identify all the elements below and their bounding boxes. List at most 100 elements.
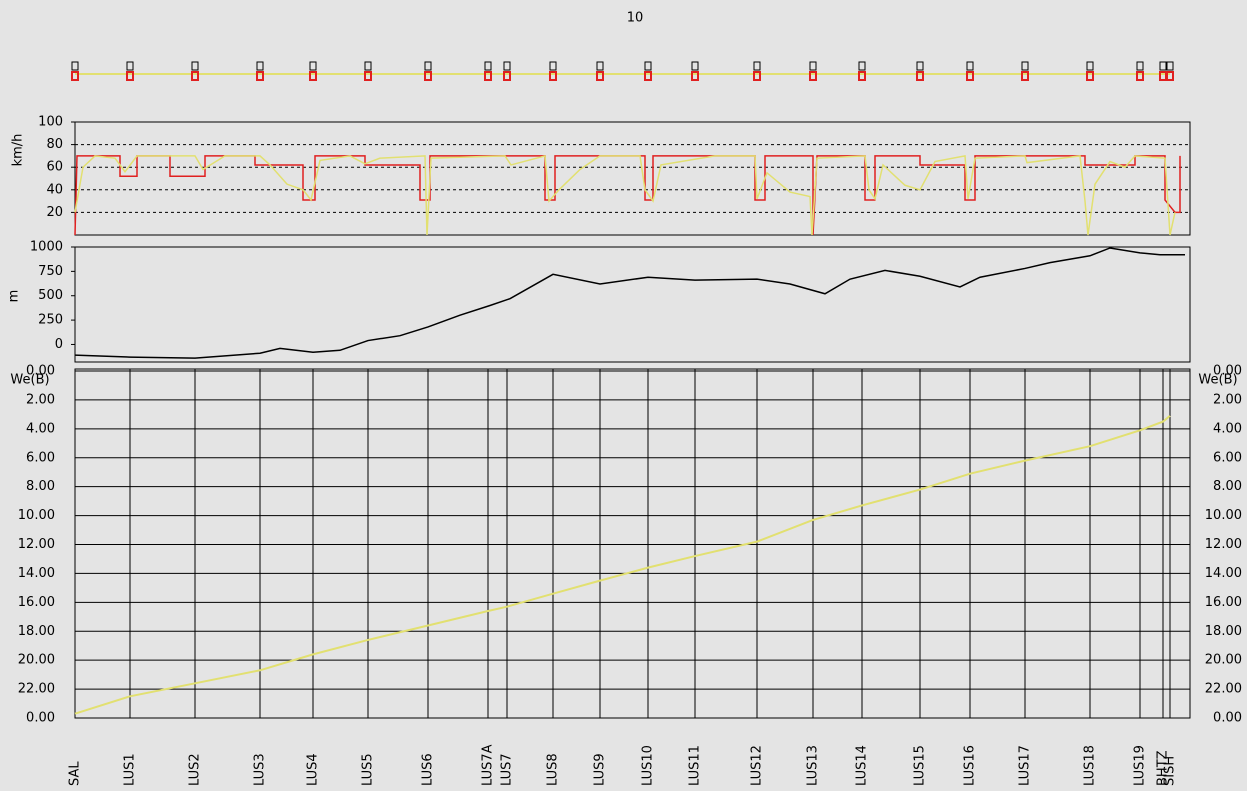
signal-box xyxy=(126,61,134,71)
signal-mark xyxy=(916,71,924,81)
y-tick-label: 0 xyxy=(55,337,63,352)
signal-mark xyxy=(596,71,604,81)
y-tick-label: 40 xyxy=(46,182,63,197)
signal-box xyxy=(644,61,652,71)
time-axis-label: We(B) xyxy=(10,373,49,388)
data-line xyxy=(74,154,1176,236)
train-path xyxy=(74,415,1171,715)
signal-mark xyxy=(691,71,699,81)
station-label: LUS15 xyxy=(913,745,928,786)
plot-frame xyxy=(74,121,1191,236)
signal-mark xyxy=(309,71,317,81)
y-tick-label: 8.00 xyxy=(26,479,55,494)
station-label: LUS14 xyxy=(855,745,870,786)
station-label: LUS10 xyxy=(641,745,656,786)
y-tick-label-right: 4.00 xyxy=(1213,421,1242,436)
station-label: LUS7A xyxy=(481,744,496,786)
y-tick-label: 10.00 xyxy=(18,508,55,523)
y-tick-label: 100 xyxy=(38,115,63,130)
signal-mark xyxy=(484,71,492,81)
y-tick-label-right: 12.00 xyxy=(1205,537,1242,552)
signal-box xyxy=(424,61,432,71)
signal-mark xyxy=(753,71,761,81)
signal-mark xyxy=(809,71,817,81)
y-tick-label-right: 6.00 xyxy=(1213,450,1242,465)
station-label: LUS11 xyxy=(688,745,703,786)
y-tick-label: 18.00 xyxy=(18,624,55,639)
signal-mark xyxy=(424,71,432,81)
y-tick-label: 500 xyxy=(38,288,63,303)
y-tick-label: 4.00 xyxy=(26,421,55,436)
y-tick-label: 20.00 xyxy=(18,653,55,668)
signal-mark xyxy=(1166,71,1174,81)
signal-mark xyxy=(1021,71,1029,81)
y-tick-label-right: 18.00 xyxy=(1205,624,1242,639)
y-tick-label: 14.00 xyxy=(18,566,55,581)
signal-box xyxy=(691,61,699,71)
station-label: BHTZ xyxy=(1156,750,1171,786)
data-line xyxy=(74,155,1181,236)
station-label: LUS4 xyxy=(306,753,321,786)
signal-mark xyxy=(71,71,79,81)
y-tick-label: 0.00 xyxy=(26,711,55,726)
station-label: LUS1 xyxy=(123,753,138,786)
station-label: SAL xyxy=(68,761,83,786)
signal-mark xyxy=(858,71,866,81)
signal-box xyxy=(596,61,604,71)
y-tick-label: 1000 xyxy=(30,240,63,255)
y-tick-label-right: 22.00 xyxy=(1205,682,1242,697)
station-label: LUS6 xyxy=(421,753,436,786)
y-tick-label: 60 xyxy=(46,160,63,175)
signal-mark xyxy=(364,71,372,81)
y-tick-label-right: 0.00 xyxy=(1213,364,1242,379)
signal-mark xyxy=(191,71,199,81)
elevation-axis-label: m xyxy=(7,290,22,303)
station-label: LUS7 xyxy=(500,753,515,786)
station-label: LUS9 xyxy=(593,753,608,786)
signal-mark xyxy=(503,71,511,81)
y-tick-label: 2.00 xyxy=(26,392,55,407)
signal-box xyxy=(256,61,264,71)
station-label: LUS3 xyxy=(253,753,268,786)
y-tick-label-right: 0.00 xyxy=(1213,711,1242,726)
signal-box xyxy=(1086,61,1094,71)
y-tick-label-right: 2.00 xyxy=(1213,392,1242,407)
y-tick-label: 12.00 xyxy=(18,537,55,552)
signal-mark xyxy=(126,71,134,81)
plot-frame xyxy=(74,246,1191,363)
station-label: LUS16 xyxy=(963,745,978,786)
y-tick-label: 80 xyxy=(46,137,63,152)
signal-box xyxy=(503,61,511,71)
signal-box xyxy=(1021,61,1029,71)
y-tick-label-right: 14.00 xyxy=(1205,566,1242,581)
signal-box xyxy=(1159,61,1167,71)
signal-box xyxy=(1136,61,1144,71)
signal-mark xyxy=(256,71,264,81)
track-title: 10 xyxy=(627,11,644,26)
data-line xyxy=(74,247,1185,359)
y-tick-label: 250 xyxy=(38,313,63,328)
y-tick-label: 0.00 xyxy=(26,364,55,379)
station-label: LUS17 xyxy=(1018,745,1033,786)
plot-frame xyxy=(74,368,1191,719)
signal-box xyxy=(191,61,199,71)
signal-mark xyxy=(966,71,974,81)
speed-axis-label: km/h xyxy=(11,134,26,167)
signal-box xyxy=(484,61,492,71)
signal-box xyxy=(753,61,761,71)
y-tick-label: 750 xyxy=(38,264,63,279)
signal-mark xyxy=(1086,71,1094,81)
signal-box xyxy=(809,61,817,71)
station-label: SISH xyxy=(1163,756,1178,786)
y-tick-label-right: 8.00 xyxy=(1213,479,1242,494)
signal-box xyxy=(364,61,372,71)
y-tick-label: 6.00 xyxy=(26,450,55,465)
station-label: LUS19 xyxy=(1133,745,1148,786)
station-label: LUS13 xyxy=(806,745,821,786)
y-tick-label: 20 xyxy=(46,205,63,220)
station-label: LUS18 xyxy=(1083,745,1098,786)
y-tick-label-right: 20.00 xyxy=(1205,653,1242,668)
y-tick-label: 22.00 xyxy=(18,682,55,697)
signal-box xyxy=(916,61,924,71)
